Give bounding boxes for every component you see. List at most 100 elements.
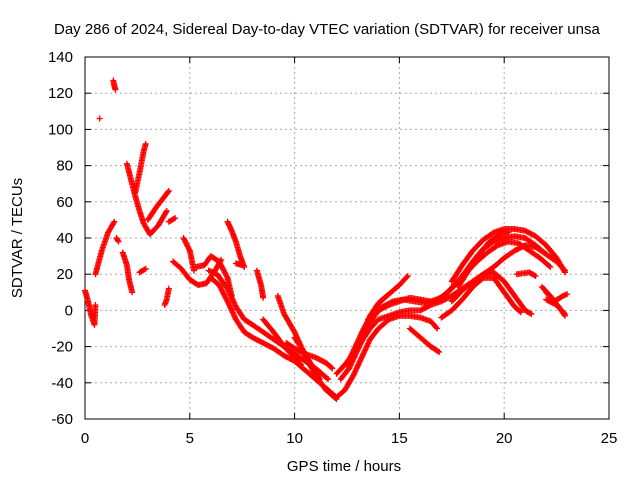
data-point bbox=[547, 263, 554, 270]
x-axis-ticks: 0 5 10 15 20 25 bbox=[81, 57, 618, 447]
data-point bbox=[260, 294, 267, 301]
y-tick-label: -20 bbox=[51, 339, 73, 356]
data-point bbox=[329, 365, 336, 372]
x-tick-label: 15 bbox=[391, 430, 408, 447]
data-point bbox=[531, 272, 538, 279]
data-point bbox=[495, 232, 502, 239]
series-arc-05 bbox=[113, 235, 122, 245]
data-point bbox=[165, 187, 172, 194]
y-tick-label: 0 bbox=[65, 302, 73, 319]
grid bbox=[85, 57, 609, 419]
data-point bbox=[528, 311, 535, 318]
data-point bbox=[403, 274, 410, 281]
y-tick-label: 100 bbox=[48, 121, 73, 138]
y-tick-label: 140 bbox=[48, 49, 73, 66]
data-point bbox=[296, 360, 303, 367]
x-tick-label: 25 bbox=[601, 430, 618, 447]
x-axis-label: GPS time / hours bbox=[287, 458, 401, 475]
series-arc-04 bbox=[110, 77, 119, 93]
data-point bbox=[141, 266, 148, 273]
data-point bbox=[517, 309, 524, 316]
data-point bbox=[129, 289, 136, 296]
series-arc-31 bbox=[406, 325, 443, 356]
data-point bbox=[239, 262, 246, 269]
series-arc-11 bbox=[161, 285, 172, 308]
series-arc-19 bbox=[232, 260, 246, 269]
series-arc-24 bbox=[291, 334, 323, 383]
data-point bbox=[172, 215, 179, 222]
data-point bbox=[383, 292, 390, 299]
data-point bbox=[165, 189, 172, 196]
x-tick-label: 10 bbox=[286, 430, 303, 447]
series-arc-20 bbox=[253, 267, 267, 301]
data-point bbox=[325, 376, 332, 383]
x-tick-label: 5 bbox=[186, 430, 194, 447]
data-point bbox=[92, 301, 99, 308]
data-point bbox=[561, 311, 568, 318]
data-point bbox=[546, 262, 553, 269]
plot-frame bbox=[84, 56, 610, 420]
series-arc-01 bbox=[82, 287, 99, 328]
data-point bbox=[527, 310, 534, 317]
data-point bbox=[560, 309, 567, 316]
data-point bbox=[297, 361, 304, 368]
data-point bbox=[96, 115, 103, 122]
data-point bbox=[384, 302, 391, 309]
data-point bbox=[190, 267, 197, 274]
y-tick-label: 60 bbox=[56, 194, 73, 211]
data-point bbox=[436, 349, 443, 356]
series-arc-38 bbox=[543, 289, 571, 305]
series-arc-36 bbox=[513, 269, 539, 280]
data-point bbox=[382, 293, 389, 300]
series-arc-22 bbox=[260, 316, 304, 368]
data-point bbox=[163, 207, 170, 214]
y-tick-label: -40 bbox=[51, 375, 73, 392]
series-arc-12 bbox=[165, 215, 179, 225]
data-point bbox=[564, 291, 571, 298]
data-point bbox=[142, 140, 149, 147]
data-point bbox=[315, 374, 322, 381]
data-point bbox=[561, 269, 568, 276]
series-arc-34 bbox=[448, 269, 535, 318]
series-arc-06 bbox=[119, 249, 136, 296]
series-arc-32 bbox=[438, 274, 524, 321]
y-tick-label: 40 bbox=[56, 230, 73, 247]
data-point bbox=[561, 268, 568, 275]
series-arc-39 bbox=[543, 296, 568, 318]
series-arc-10 bbox=[144, 187, 172, 223]
series-arc-08 bbox=[132, 140, 149, 196]
series-arc-29 bbox=[350, 292, 390, 359]
x-tick-label: 20 bbox=[496, 430, 513, 447]
data-point bbox=[434, 325, 441, 332]
y-tick-label: 80 bbox=[56, 158, 73, 175]
x-tick-label: 0 bbox=[81, 430, 89, 447]
y-tick-label: 120 bbox=[48, 85, 73, 102]
chart-title: Day 286 of 2024, Sidereal Day-to-day VTE… bbox=[54, 21, 600, 38]
data-point bbox=[404, 273, 411, 280]
data-marks bbox=[82, 77, 571, 403]
y-tick-label: -60 bbox=[51, 411, 73, 428]
series-arc-35 bbox=[455, 229, 512, 290]
data-point bbox=[328, 364, 335, 371]
data-point bbox=[532, 273, 539, 280]
series-arc-25 bbox=[333, 312, 441, 401]
data-point bbox=[433, 324, 440, 331]
data-point bbox=[316, 376, 323, 383]
data-point bbox=[115, 238, 122, 245]
data-point bbox=[541, 250, 548, 257]
data-point bbox=[478, 272, 485, 279]
y-axis-label: SDTVAR / TECUs bbox=[9, 178, 26, 298]
data-point bbox=[505, 229, 512, 236]
data-point bbox=[543, 251, 550, 258]
data-point bbox=[323, 375, 330, 382]
data-point bbox=[165, 285, 172, 292]
data-point bbox=[170, 215, 177, 222]
data-point bbox=[516, 308, 523, 315]
data-point bbox=[111, 218, 118, 225]
y-tick-label: 20 bbox=[56, 266, 73, 283]
series-arc-03 bbox=[96, 115, 103, 122]
data-point bbox=[435, 348, 442, 355]
series-arc-17 bbox=[207, 274, 340, 401]
data-point bbox=[112, 86, 119, 93]
